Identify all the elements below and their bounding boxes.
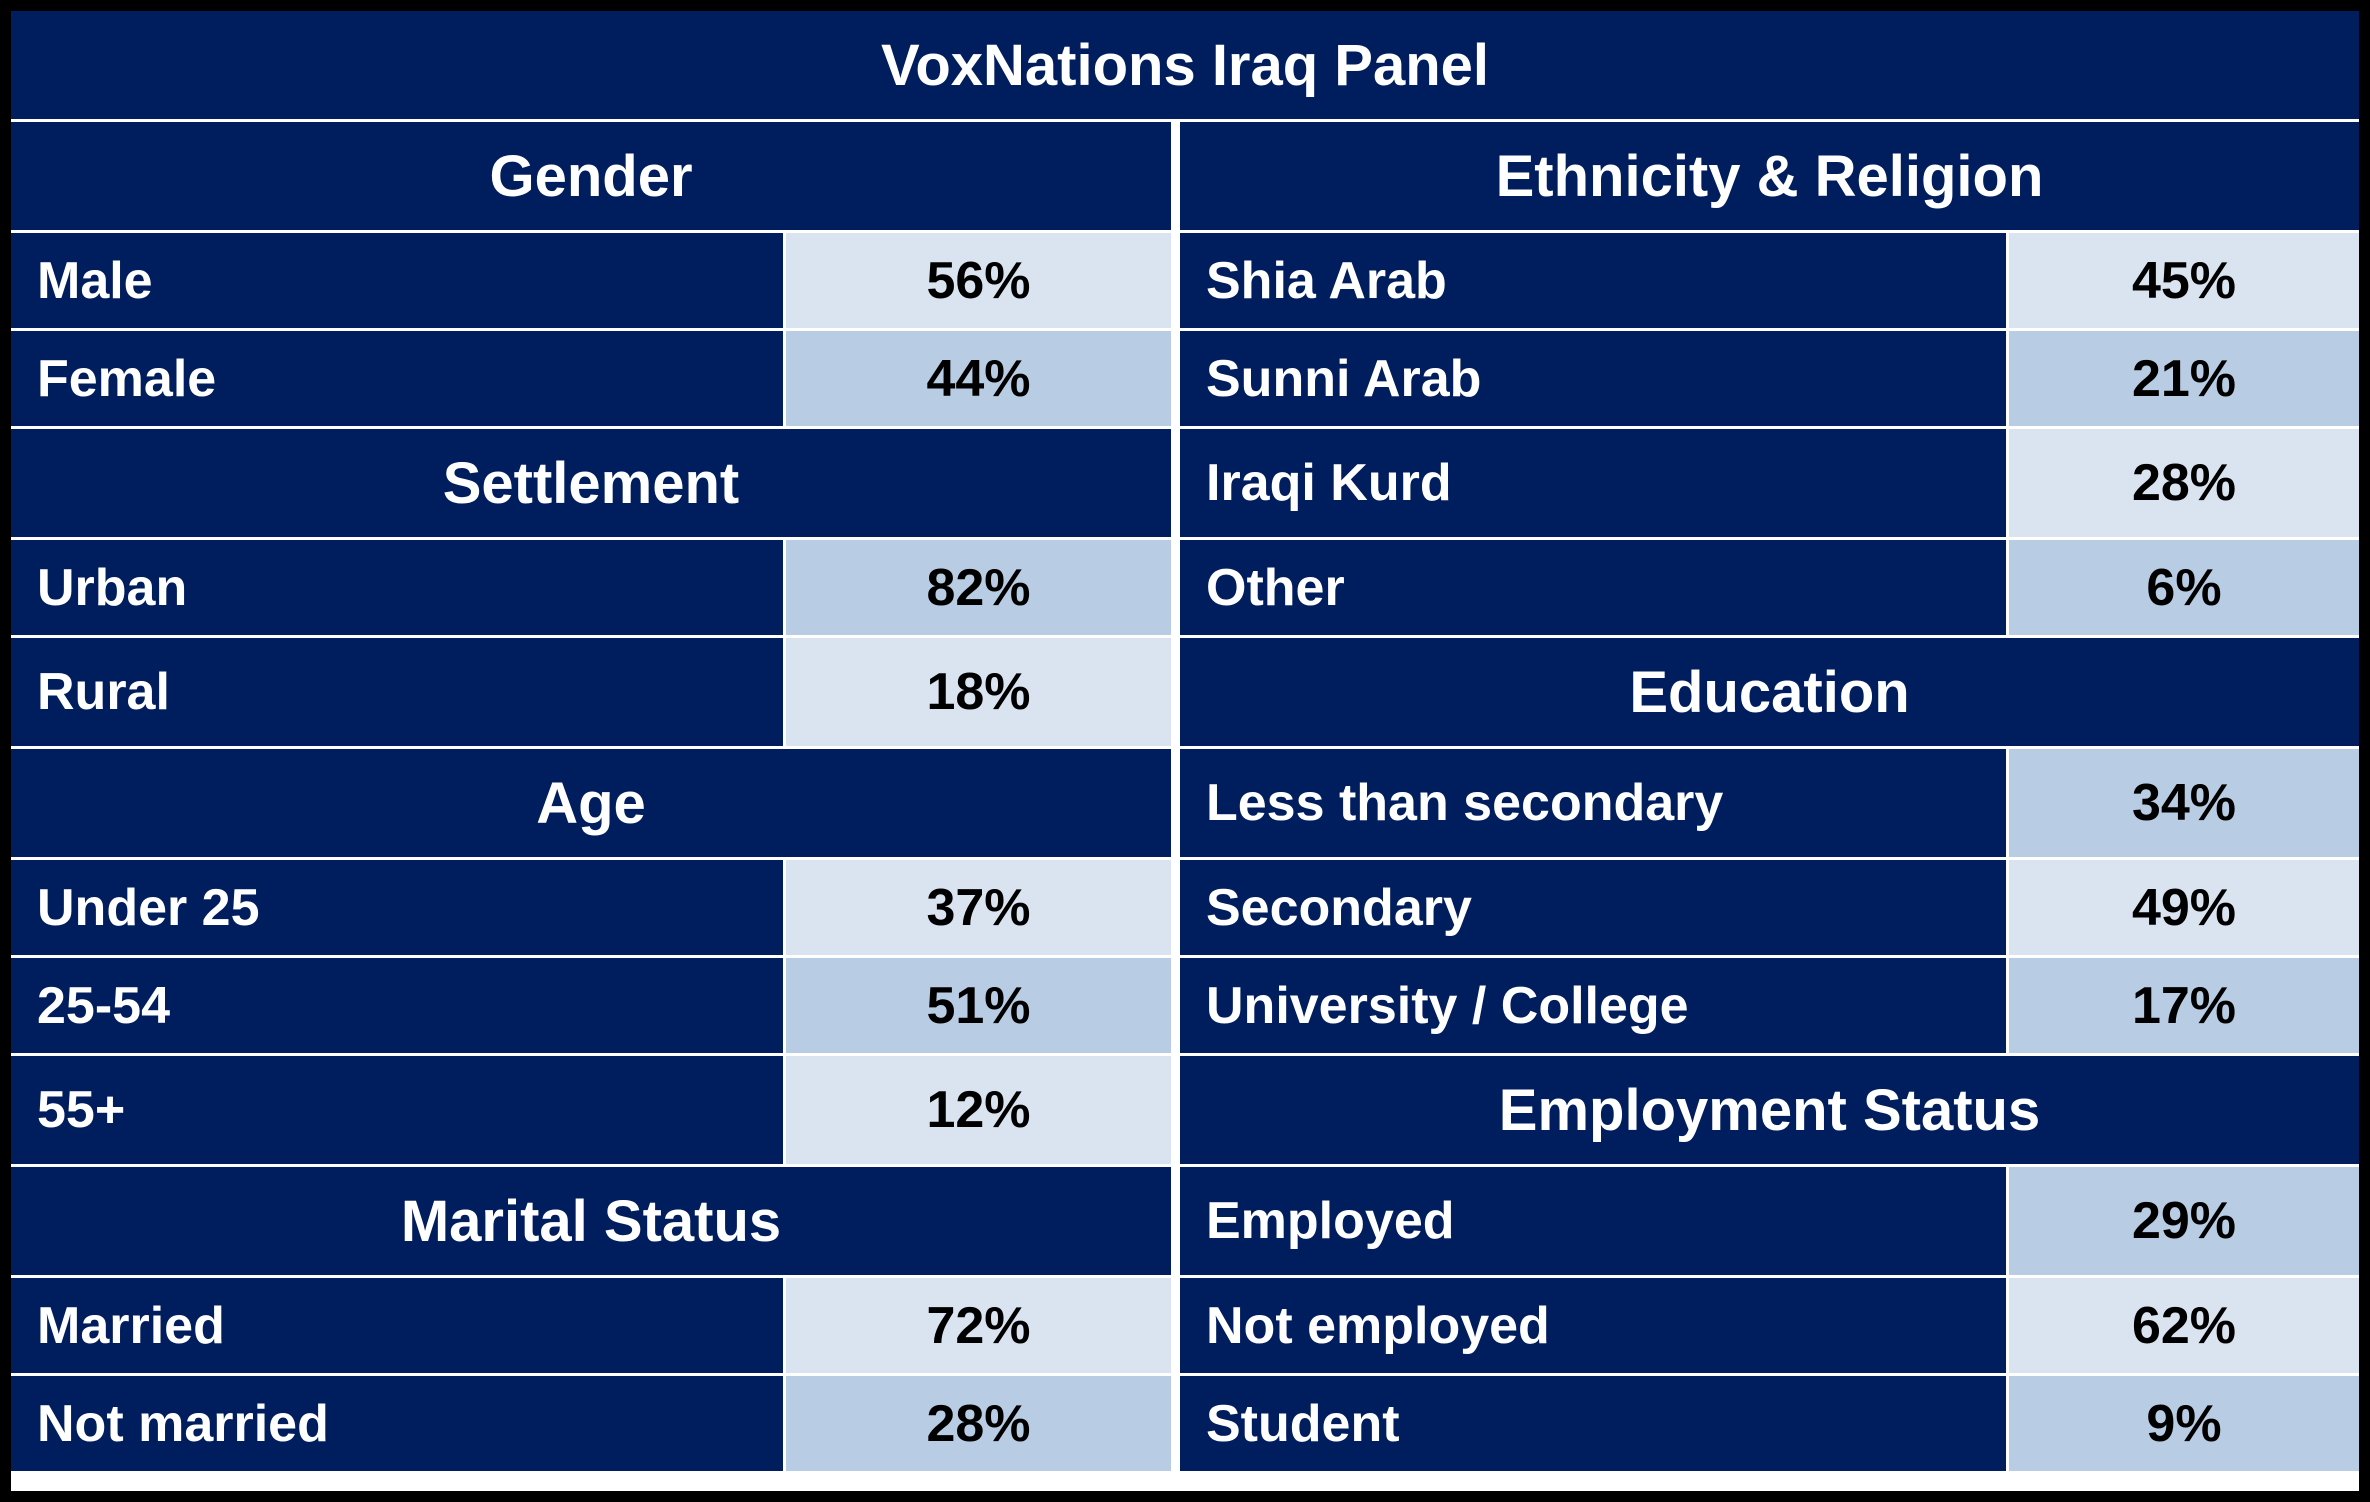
row-label: Female bbox=[11, 331, 783, 426]
table-row: 55+ 12% bbox=[11, 1056, 1171, 1164]
table-row: Not employed 62% bbox=[1180, 1278, 2359, 1373]
row-label: Not employed bbox=[1180, 1278, 2006, 1373]
row-label: Married bbox=[11, 1278, 783, 1373]
row-value: 28% bbox=[2009, 429, 2359, 537]
table-row: Shia Arab 45% bbox=[1180, 233, 2359, 328]
row-value: 17% bbox=[2009, 958, 2359, 1053]
row-label: Sunni Arab bbox=[1180, 331, 2006, 426]
row-value: 12% bbox=[786, 1056, 1171, 1164]
row-value: 49% bbox=[2009, 860, 2359, 955]
row-label: Employed bbox=[1180, 1167, 2006, 1275]
row-label: Rural bbox=[11, 638, 783, 746]
table-row: Iraqi Kurd 28% bbox=[1180, 429, 2359, 537]
row-label: Less than secondary bbox=[1180, 749, 2006, 857]
row-label: Under 25 bbox=[11, 860, 783, 955]
table-row: Urban 82% bbox=[11, 540, 1171, 635]
section-header-ethnicity-religion: Ethnicity & Religion bbox=[1180, 122, 2359, 230]
section-heading: Education bbox=[1180, 638, 2359, 746]
row-value: 45% bbox=[2009, 233, 2359, 328]
row-label: Secondary bbox=[1180, 860, 2006, 955]
panel-body: VoxNations Iraq Panel Gender Male 56% Fe… bbox=[11, 11, 2359, 1491]
row-value: 18% bbox=[786, 638, 1171, 746]
row-value: 51% bbox=[786, 958, 1171, 1053]
row-label: Other bbox=[1180, 540, 2006, 635]
row-value: 6% bbox=[2009, 540, 2359, 635]
row-label: Urban bbox=[11, 540, 783, 635]
row-label: Iraqi Kurd bbox=[1180, 429, 2006, 537]
row-value: 9% bbox=[2009, 1376, 2359, 1471]
row-value: 44% bbox=[786, 331, 1171, 426]
section-heading: Gender bbox=[11, 122, 1171, 230]
section-header-gender: Gender bbox=[11, 122, 1171, 230]
row-value: 29% bbox=[2009, 1167, 2359, 1275]
panel-title: VoxNations Iraq Panel bbox=[11, 11, 2359, 119]
row-label: Shia Arab bbox=[1180, 233, 2006, 328]
section-header-marital-status: Marital Status bbox=[11, 1167, 1171, 1275]
row-label: Male bbox=[11, 233, 783, 328]
table-row: Female 44% bbox=[11, 331, 1171, 426]
table-row: Married 72% bbox=[11, 1278, 1171, 1373]
row-value: 56% bbox=[786, 233, 1171, 328]
table-row: University / College 17% bbox=[1180, 958, 2359, 1053]
row-label: 55+ bbox=[11, 1056, 783, 1164]
table-row: 25-54 51% bbox=[11, 958, 1171, 1053]
row-value: 82% bbox=[786, 540, 1171, 635]
row-label: Not married bbox=[11, 1376, 783, 1471]
table-row: Other 6% bbox=[1180, 540, 2359, 635]
table-row: Not married 28% bbox=[11, 1376, 1171, 1471]
row-label: 25-54 bbox=[11, 958, 783, 1053]
section-header-settlement: Settlement bbox=[11, 429, 1171, 537]
section-header-age: Age bbox=[11, 749, 1171, 857]
table-row: Sunni Arab 21% bbox=[1180, 331, 2359, 426]
row-value: 37% bbox=[786, 860, 1171, 955]
left-column: Gender Male 56% Female 44% Settlement Ur… bbox=[11, 122, 1171, 1471]
row-label: University / College bbox=[1180, 958, 2006, 1053]
section-heading: Settlement bbox=[11, 429, 1171, 537]
row-value: 28% bbox=[786, 1376, 1171, 1471]
section-heading: Ethnicity & Religion bbox=[1180, 122, 2359, 230]
table-row: Less than secondary 34% bbox=[1180, 749, 2359, 857]
table-row: Student 9% bbox=[1180, 1376, 2359, 1471]
section-header-employment-status: Employment Status bbox=[1180, 1056, 2359, 1164]
row-value: 34% bbox=[2009, 749, 2359, 857]
table-row: Under 25 37% bbox=[11, 860, 1171, 955]
section-heading: Age bbox=[11, 749, 1171, 857]
section-heading: Marital Status bbox=[11, 1167, 1171, 1275]
table-row: Male 56% bbox=[11, 233, 1171, 328]
row-label: Student bbox=[1180, 1376, 2006, 1471]
row-value: 72% bbox=[786, 1278, 1171, 1373]
row-value: 62% bbox=[2009, 1278, 2359, 1373]
section-header-education: Education bbox=[1180, 638, 2359, 746]
section-heading: Employment Status bbox=[1180, 1056, 2359, 1164]
table-row: Employed 29% bbox=[1180, 1167, 2359, 1275]
table-row: Rural 18% bbox=[11, 638, 1171, 746]
right-column: Ethnicity & Religion Shia Arab 45% Sunni… bbox=[1180, 122, 2359, 1471]
table-row: Secondary 49% bbox=[1180, 860, 2359, 955]
row-value: 21% bbox=[2009, 331, 2359, 426]
